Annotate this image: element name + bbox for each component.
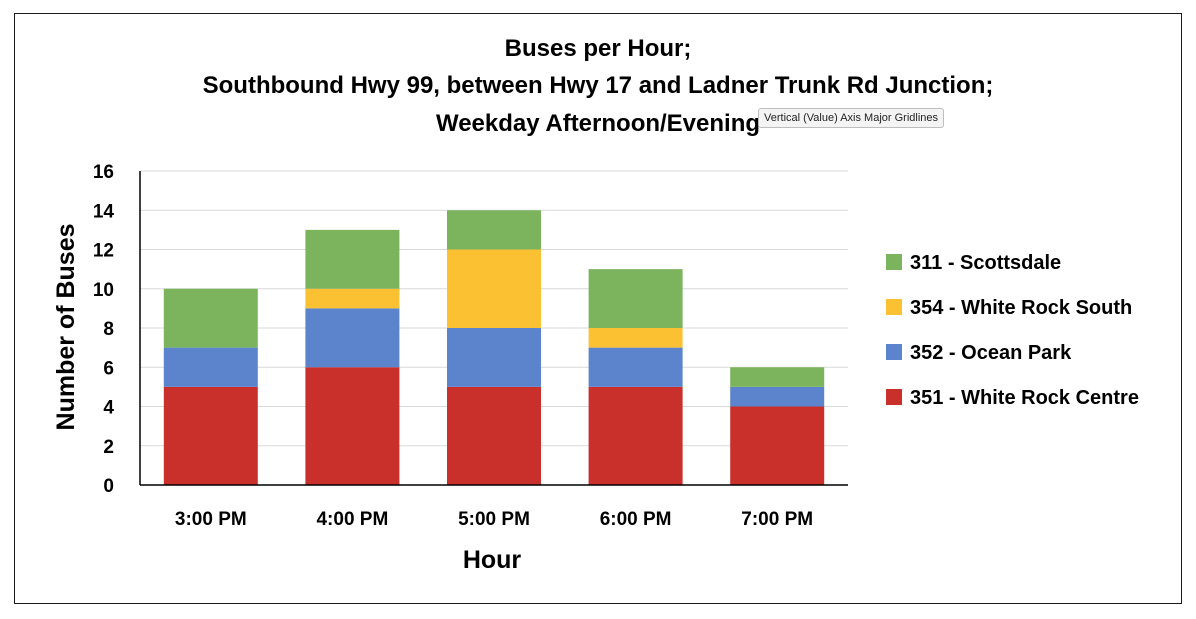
y-tick-label: 0 bbox=[103, 476, 114, 497]
chart-title-line-2: Southbound Hwy 99, between Hwy 17 and La… bbox=[203, 72, 994, 99]
y-tick-label: 10 bbox=[93, 280, 114, 301]
gridlines-tooltip: Vertical (Value) Axis Major Gridlines bbox=[758, 108, 945, 128]
y-tick-label: 2 bbox=[103, 437, 114, 458]
bar-segment bbox=[588, 269, 683, 328]
y-tick-label: 4 bbox=[103, 398, 114, 419]
bar-segment bbox=[163, 288, 258, 348]
legend-label: 354 - White Rock South bbox=[910, 297, 1132, 319]
y-tick-label: 6 bbox=[103, 358, 114, 379]
bar-segment bbox=[588, 386, 683, 485]
bar-segment bbox=[305, 288, 400, 309]
legend-swatch bbox=[886, 299, 902, 315]
y-tick-label: 16 bbox=[93, 162, 114, 183]
bar-segment bbox=[447, 249, 541, 328]
y-tick-label: 12 bbox=[93, 241, 114, 262]
x-tick-label: 6:00 PM bbox=[600, 509, 672, 530]
legend-swatch bbox=[886, 344, 902, 360]
chart-title-line-1: Buses per Hour; bbox=[505, 35, 692, 62]
x-tick-label: 5:00 PM bbox=[458, 509, 530, 530]
bar-segment bbox=[163, 386, 258, 485]
x-axis-ticks: 3:00 PM 4:00 PM 5:00 PM 6:00 PM 7:00 PM bbox=[175, 509, 813, 530]
bar-segment bbox=[447, 328, 541, 387]
y-axis-ticks: 0 2 4 6 8 10 12 14 16 bbox=[93, 162, 115, 497]
y-tick-label: 14 bbox=[93, 201, 115, 222]
x-tick-label: 7:00 PM bbox=[741, 509, 813, 530]
legend-swatch bbox=[886, 389, 902, 405]
y-axis-title: Number of Buses bbox=[52, 224, 80, 431]
bar-segment bbox=[163, 347, 258, 387]
bar-segment bbox=[588, 328, 683, 348]
bar-segment bbox=[730, 386, 825, 407]
chart-title-line-3: Weekday Afternoon/Evening bbox=[436, 110, 760, 137]
x-axis-title: Hour bbox=[463, 546, 522, 574]
legend-label: 351 - White Rock Centre bbox=[910, 387, 1139, 409]
y-tick-label: 8 bbox=[103, 319, 114, 340]
legend-label: 311 - Scottsdale bbox=[910, 252, 1061, 274]
chart-title: Buses per Hour; Southbound Hwy 99, betwe… bbox=[203, 35, 994, 137]
bar-segment bbox=[305, 367, 400, 485]
bar-segment bbox=[305, 308, 400, 368]
x-tick-label: 3:00 PM bbox=[175, 509, 247, 530]
bar-segment bbox=[588, 347, 683, 387]
bar-segment bbox=[447, 210, 541, 250]
legend: 311 - Scottsdale 354 - White Rock South 35… bbox=[886, 252, 1139, 409]
axes bbox=[139, 171, 848, 486]
bars bbox=[163, 210, 825, 485]
x-tick-label: 4:00 PM bbox=[316, 509, 388, 530]
legend-swatch bbox=[886, 254, 902, 270]
bar-segment bbox=[447, 386, 541, 485]
legend-label: 352 - Ocean Park bbox=[910, 342, 1072, 364]
bar-segment bbox=[730, 367, 825, 387]
bar-segment bbox=[730, 406, 825, 485]
bar-segment bbox=[305, 229, 400, 289]
